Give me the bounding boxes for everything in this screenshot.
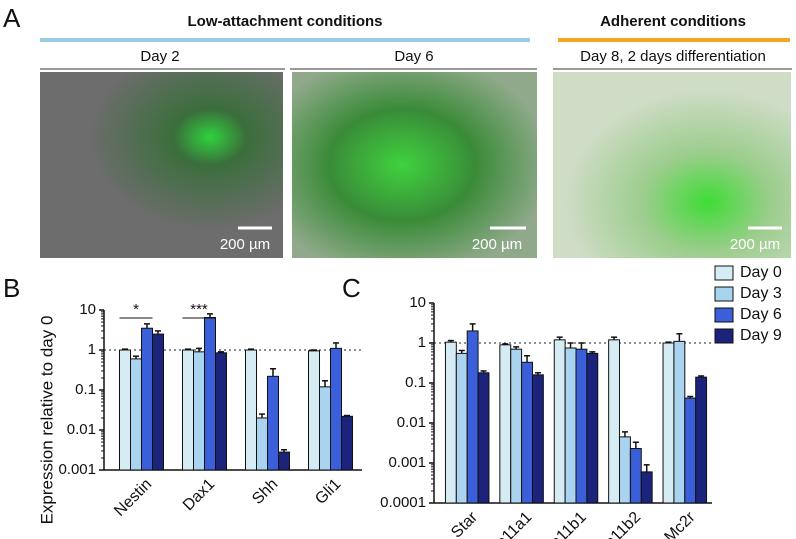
bar [204,316,216,471]
bar [119,349,131,471]
y-tick-label: 0.01 [397,414,426,431]
x-tick-label: Shh [249,476,281,508]
x-tick-label: Cyp11a1 [479,509,536,539]
bar [575,348,588,504]
y-tick-label: 10 [409,294,426,311]
bar [586,352,599,504]
bar [553,339,566,504]
y-tick-label: 0.1 [75,381,96,398]
group-title: Adherent conditions [600,13,746,30]
y-tick-label: 1 [88,341,96,358]
legend-label: Day 3 [740,285,782,302]
bar [341,415,353,471]
image-caption: Day 8, 2 days differentiation [580,48,766,65]
panel-label: B [3,273,20,303]
bar [695,376,708,504]
panel-label: A [3,3,21,33]
y-tick-label: 0.001 [388,454,426,471]
bar [673,340,686,504]
panel-label: C [342,273,361,303]
bar [619,436,631,504]
x-tick-label: Cyp11b2 [588,509,645,539]
bar [684,397,697,504]
x-tick-label: Dax1 [180,476,219,515]
bar [477,372,490,504]
legend-swatch [714,307,734,323]
bar [466,330,479,504]
legend-swatch [714,265,734,281]
bar [319,386,331,471]
bar [455,352,468,504]
bar [521,361,533,504]
bar [629,448,642,504]
significance-label: * [133,301,139,318]
micrograph [292,72,537,258]
bar [215,352,227,471]
image-caption: Day 6 [394,48,433,65]
bar [267,375,279,471]
y-tick-label: 0.001 [58,461,96,478]
y-tick-label: 0.0001 [380,494,426,511]
legend-label: Day 9 [740,327,782,344]
y-tick-label: 0.1 [405,374,426,391]
y-tick-label: 0.01 [67,421,96,438]
scale-label: 200 µm [472,236,522,253]
bar [256,417,268,471]
legend-label: Day 6 [740,306,782,323]
bar [510,348,523,504]
bar [564,347,577,504]
y-axis-label: Expression relative to day 0 [37,316,56,525]
legend-swatch [714,328,734,344]
x-tick-label: Cyp11b1 [533,509,590,539]
bar [245,349,257,471]
bar [330,347,342,471]
bar [608,339,621,504]
scale-label: 200 µm [730,236,780,253]
x-tick-label: Mc2r [661,508,699,539]
bar [130,358,142,471]
bar [182,349,194,471]
bar [662,342,675,504]
bar [141,327,153,471]
legend-label: Day 0 [740,264,782,281]
bar [278,451,290,471]
x-tick-label: Gli1 [312,476,344,508]
bar [499,344,512,504]
significance-label: *** [190,301,208,318]
bar [531,374,544,504]
image-caption: Day 2 [140,48,179,65]
micrograph [553,72,791,258]
bar [152,333,164,471]
legend-swatch [714,286,734,302]
bar [308,350,320,471]
scale-label: 200 µm [220,236,270,253]
bar [640,471,653,504]
group-title: Low-attachment conditions [188,13,383,30]
y-tick-label: 1 [418,334,426,351]
y-tick-label: 10 [79,301,96,318]
micrograph [40,72,283,258]
x-tick-label: Star [448,508,481,539]
x-tick-label: Nestin [111,476,155,520]
bar [444,341,457,504]
bar [193,351,205,471]
